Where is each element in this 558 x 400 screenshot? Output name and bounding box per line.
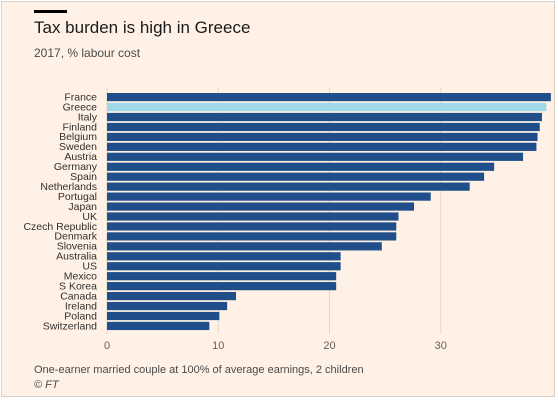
bar-greece	[107, 102, 547, 112]
category-label: Finland	[63, 121, 98, 133]
category-label: Portugal	[58, 191, 97, 203]
category-label: UK	[82, 211, 97, 223]
category-label: Italy	[78, 111, 98, 123]
title-rule	[34, 10, 67, 13]
category-label: France	[64, 91, 97, 103]
category-label: Germany	[54, 161, 98, 173]
category-labels: FranceGreeceItalyFinlandBelgiumSwedenAus…	[23, 91, 97, 332]
bar-france	[107, 93, 551, 102]
chart-footnote: One-earner married couple at 100% of ave…	[34, 364, 364, 376]
x-axis-ticks: 0 10 20 30	[104, 340, 447, 352]
category-label: Denmark	[54, 231, 97, 243]
bar-italy	[107, 112, 542, 122]
category-label: Sweden	[59, 141, 97, 153]
category-label: Czech Republic	[23, 221, 97, 233]
bar-switzerland	[107, 321, 210, 331]
bar-denmark	[107, 232, 397, 241]
bar-australia	[107, 252, 341, 261]
bar-belgium	[107, 132, 538, 141]
chart-title: Tax burden is high in Greece	[34, 18, 251, 37]
category-label: US	[82, 261, 97, 273]
bar-slovenia	[107, 242, 382, 251]
bar-s-korea	[107, 282, 337, 291]
x-tick-label: 10	[212, 340, 224, 352]
bar-ireland	[107, 301, 228, 311]
bar-canada	[107, 292, 237, 301]
chart-source: © FT	[34, 379, 59, 391]
category-label: Mexico	[64, 271, 97, 283]
bar-portugal	[107, 192, 431, 201]
bar-sweden	[107, 142, 537, 151]
bar-mexico	[107, 272, 337, 281]
category-label: Netherlands	[40, 181, 97, 193]
bar-netherlands	[107, 182, 470, 191]
bar-spain	[107, 172, 485, 181]
category-label: Japan	[68, 201, 97, 213]
category-label: S Korea	[59, 280, 97, 292]
bar-us	[107, 262, 341, 271]
bar-poland	[107, 311, 220, 321]
bar-uk	[107, 212, 399, 221]
x-tick-label: 0	[104, 340, 110, 352]
category-label: Switzerland	[43, 320, 97, 332]
bars	[107, 93, 551, 331]
x-tick-label: 20	[323, 340, 335, 352]
category-label: Greece	[63, 101, 98, 113]
category-label: Belgium	[59, 131, 97, 143]
category-label: Poland	[64, 310, 97, 322]
x-tick-label: 30	[435, 340, 447, 352]
bar-japan	[107, 202, 415, 211]
bar-germany	[107, 162, 495, 171]
category-label: Ireland	[65, 300, 97, 312]
bar-czech-republic	[107, 222, 397, 231]
category-label: Austria	[64, 151, 97, 163]
chart-subtitle: 2017, % labour cost	[34, 46, 141, 60]
category-label: Australia	[56, 251, 97, 263]
category-label: Spain	[70, 171, 97, 183]
category-label: Canada	[60, 290, 97, 302]
bar-finland	[107, 122, 540, 132]
bar-austria	[107, 152, 524, 161]
category-label: Slovenia	[57, 241, 97, 253]
